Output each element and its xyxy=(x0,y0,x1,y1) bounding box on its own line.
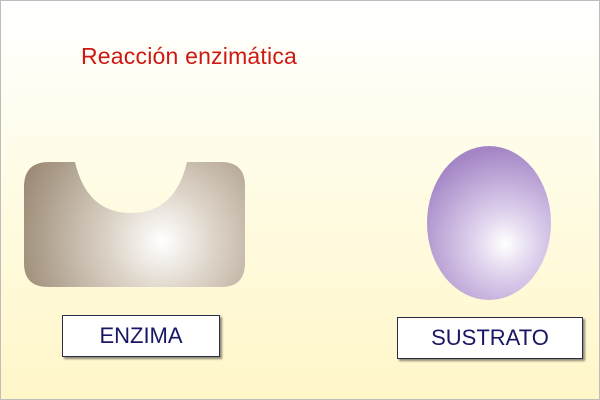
substrate-label-text: SUSTRATO xyxy=(431,325,549,350)
substrate-label: SUSTRATO xyxy=(397,317,583,359)
enzyme-label: ENZIMA xyxy=(62,315,220,357)
substrate-shape xyxy=(427,146,551,300)
diagram-title: Reacción enzimática xyxy=(81,43,298,69)
enzyme-label-text: ENZIMA xyxy=(99,323,183,348)
enzyme-shape xyxy=(24,162,245,287)
